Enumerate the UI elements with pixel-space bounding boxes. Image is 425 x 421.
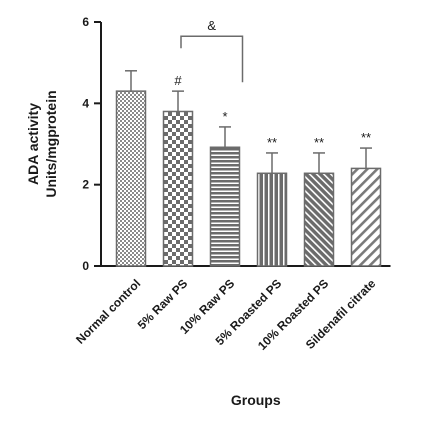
bar [115, 90, 147, 267]
bar [303, 172, 335, 267]
bracket-label: & [207, 18, 216, 33]
x-tick-label: Normal control [73, 276, 143, 346]
significance-mark: ** [361, 130, 371, 145]
y-tick-label: 2 [82, 178, 89, 192]
x-axis-title: Groups [231, 392, 281, 408]
significance-mark: ** [314, 135, 324, 150]
comparison-bracket [180, 35, 244, 83]
y-axis-title-line2: Units/mgprotein [43, 90, 59, 197]
bars: #*** ** **& [115, 18, 382, 267]
significance-mark: * [222, 109, 227, 124]
bar [256, 172, 288, 267]
y-axis-title-line1: ADA activity [25, 103, 41, 185]
y-tick-label: 4 [82, 96, 89, 110]
significance-mark: # [174, 73, 182, 88]
bar [350, 167, 382, 267]
bar [209, 146, 241, 267]
bar [162, 110, 194, 267]
y-axis: 0 2 4 6 [82, 15, 391, 273]
y-tick-label: 0 [82, 259, 89, 273]
significance-mark: ** [267, 135, 277, 150]
y-tick-label: 6 [82, 15, 89, 29]
